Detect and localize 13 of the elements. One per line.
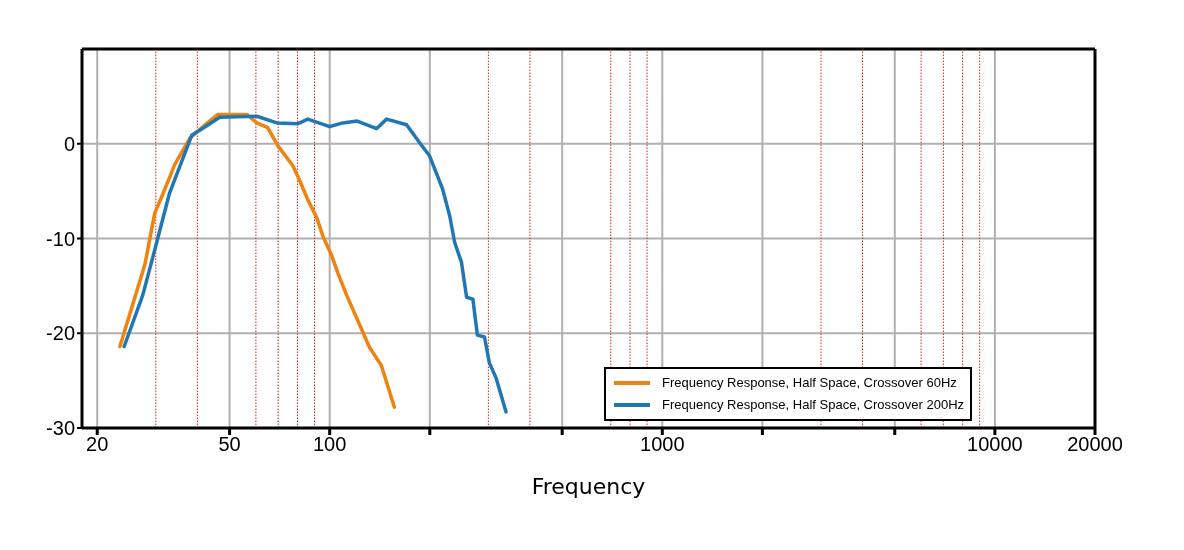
y-tick-label: -20 xyxy=(46,322,75,345)
x-tick-label: 1000 xyxy=(640,433,685,456)
y-tick-label: -10 xyxy=(46,227,75,250)
legend-label: Frequency Response, Half Space, Crossover 200Hz xyxy=(662,396,965,414)
x-tick-label: 20 xyxy=(86,433,109,456)
x-tick-label: 10000 xyxy=(967,433,1023,456)
x-tick-label: 100 xyxy=(313,433,347,456)
x-tick-label: 20000 xyxy=(1067,433,1123,456)
x-axis-title: Frequency xyxy=(531,474,646,499)
y-tick-label: 0 xyxy=(63,132,75,155)
x-tick-label: 50 xyxy=(218,433,241,456)
legend-label: Frequency Response, Half Space, Crossover 60Hz xyxy=(662,374,957,392)
y-tick-label: -30 xyxy=(46,417,75,440)
